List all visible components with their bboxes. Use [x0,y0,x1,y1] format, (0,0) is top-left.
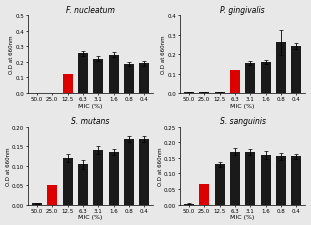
Bar [261,155,271,205]
Y-axis label: O.D at 660nm: O.D at 660nm [158,147,163,185]
Bar [184,204,194,205]
Bar [199,93,209,94]
Bar [139,64,149,94]
Bar [230,70,240,94]
Bar [47,185,57,205]
X-axis label: MIC (%): MIC (%) [230,214,255,219]
Y-axis label: O.D at 660nm: O.D at 660nm [6,147,11,185]
Bar [93,59,103,94]
Y-axis label: O.D at 660nm: O.D at 660nm [161,36,166,74]
Bar [291,157,301,205]
Text: F. nucleatum: F. nucleatum [66,6,115,15]
X-axis label: MIC (%): MIC (%) [230,103,255,108]
Bar [215,164,225,205]
Bar [109,56,118,94]
Bar [139,140,149,205]
Bar [276,43,286,94]
Bar [124,65,134,94]
Bar [32,203,42,205]
Bar [63,158,72,205]
Bar [245,63,255,94]
Bar [93,151,103,205]
Bar [184,93,194,94]
Bar [245,152,255,205]
Bar [199,184,209,205]
Bar [230,152,240,205]
Bar [215,93,225,94]
Text: P. gingivalis: P. gingivalis [220,6,265,15]
X-axis label: MIC (%): MIC (%) [78,103,103,108]
Bar [78,54,88,94]
Bar [63,75,72,94]
Bar [124,140,134,205]
X-axis label: MIC (%): MIC (%) [78,214,103,219]
Bar [261,63,271,94]
Bar [276,157,286,205]
Bar [78,165,88,205]
Bar [291,47,301,94]
Text: S. mutans: S. mutans [71,117,110,126]
Text: S. sanguinis: S. sanguinis [220,117,266,126]
Bar [109,152,118,205]
Y-axis label: O.D at 660nm: O.D at 660nm [9,36,14,74]
